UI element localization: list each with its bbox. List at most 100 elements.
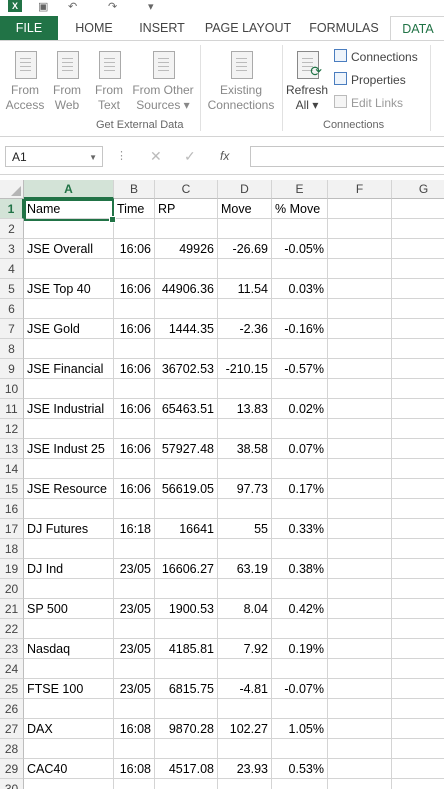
formula-bar-handle[interactable]: ⋮ (116, 150, 127, 162)
existing-connections-button[interactable]: Existing Connections (204, 49, 278, 113)
cell-e23[interactable]: 0.19% (272, 639, 328, 659)
cell-d16[interactable] (218, 499, 272, 519)
from-text-button[interactable]: From Text (90, 49, 128, 113)
column-header-f[interactable]: F (328, 180, 392, 199)
cell-d10[interactable] (218, 379, 272, 399)
cell-e8[interactable] (272, 339, 328, 359)
row-header-23[interactable]: 23 (0, 639, 24, 659)
cell-f23[interactable] (328, 639, 392, 659)
cell-b21[interactable]: 23/05 (114, 599, 155, 619)
row-header-30[interactable]: 30 (0, 779, 24, 789)
cell-f5[interactable] (328, 279, 392, 299)
cell-g24[interactable] (392, 659, 444, 679)
cell-g12[interactable] (392, 419, 444, 439)
cell-g7[interactable] (392, 319, 444, 339)
cell-b12[interactable] (114, 419, 155, 439)
cell-a28[interactable] (24, 739, 114, 759)
cell-a30[interactable] (24, 779, 114, 789)
cell-e25[interactable]: -0.07% (272, 679, 328, 699)
cell-d23[interactable]: 7.92 (218, 639, 272, 659)
cell-g15[interactable] (392, 479, 444, 499)
row-header-20[interactable]: 20 (0, 579, 24, 599)
cell-c5[interactable]: 44906.36 (155, 279, 218, 299)
cell-f2[interactable] (328, 219, 392, 239)
cell-b30[interactable] (114, 779, 155, 789)
cell-f11[interactable] (328, 399, 392, 419)
cell-b16[interactable] (114, 499, 155, 519)
column-header-g[interactable]: G (392, 180, 444, 199)
cell-c18[interactable] (155, 539, 218, 559)
from-access-button[interactable]: From Access (4, 49, 46, 113)
cell-c19[interactable]: 16606.27 (155, 559, 218, 579)
row-header-27[interactable]: 27 (0, 719, 24, 739)
row-header-6[interactable]: 6 (0, 299, 24, 319)
cell-c3[interactable]: 49926 (155, 239, 218, 259)
cell-d12[interactable] (218, 419, 272, 439)
row-header-10[interactable]: 10 (0, 379, 24, 399)
cell-g14[interactable] (392, 459, 444, 479)
cell-g13[interactable] (392, 439, 444, 459)
cell-c15[interactable]: 56619.05 (155, 479, 218, 499)
cell-a27[interactable]: DAX (24, 719, 114, 739)
row-header-22[interactable]: 22 (0, 619, 24, 639)
cell-f24[interactable] (328, 659, 392, 679)
cell-g6[interactable] (392, 299, 444, 319)
select-all-corner[interactable] (0, 180, 24, 199)
row-header-21[interactable]: 21 (0, 599, 24, 619)
from-other-sources-button[interactable]: From Other Sources ▾ (130, 49, 196, 113)
cell-e4[interactable] (272, 259, 328, 279)
cell-d28[interactable] (218, 739, 272, 759)
cell-g19[interactable] (392, 559, 444, 579)
cell-f9[interactable] (328, 359, 392, 379)
cell-e24[interactable] (272, 659, 328, 679)
column-header-d[interactable]: D (218, 180, 272, 199)
cell-d26[interactable] (218, 699, 272, 719)
cell-f8[interactable] (328, 339, 392, 359)
cell-a22[interactable] (24, 619, 114, 639)
cell-c24[interactable] (155, 659, 218, 679)
cell-f4[interactable] (328, 259, 392, 279)
row-header-15[interactable]: 15 (0, 479, 24, 499)
cell-a5[interactable]: JSE Top 40 (24, 279, 114, 299)
cell-a8[interactable] (24, 339, 114, 359)
insert-function-icon[interactable]: fx (220, 149, 230, 163)
cell-c22[interactable] (155, 619, 218, 639)
cell-a6[interactable] (24, 299, 114, 319)
cell-a9[interactable]: JSE Financial (24, 359, 114, 379)
cell-d11[interactable]: 13.83 (218, 399, 272, 419)
cell-g21[interactable] (392, 599, 444, 619)
cell-f14[interactable] (328, 459, 392, 479)
cell-e3[interactable]: -0.05% (272, 239, 328, 259)
customize-qat-icon[interactable]: ▾ (148, 1, 154, 13)
cell-f6[interactable] (328, 299, 392, 319)
cell-g28[interactable] (392, 739, 444, 759)
cell-b27[interactable]: 16:08 (114, 719, 155, 739)
cell-g29[interactable] (392, 759, 444, 779)
cell-c26[interactable] (155, 699, 218, 719)
cell-b2[interactable] (114, 219, 155, 239)
cell-f19[interactable] (328, 559, 392, 579)
cell-b4[interactable] (114, 259, 155, 279)
cell-d7[interactable]: -2.36 (218, 319, 272, 339)
cell-f15[interactable] (328, 479, 392, 499)
cell-d15[interactable]: 97.73 (218, 479, 272, 499)
enter-icon[interactable]: ✓ (184, 148, 196, 164)
cell-g10[interactable] (392, 379, 444, 399)
cell-d13[interactable]: 38.58 (218, 439, 272, 459)
cell-b17[interactable]: 16:18 (114, 519, 155, 539)
cell-c4[interactable] (155, 259, 218, 279)
cell-a13[interactable]: JSE Indust 25 (24, 439, 114, 459)
cell-d21[interactable]: 8.04 (218, 599, 272, 619)
tab-insert[interactable]: INSERT (139, 21, 185, 35)
cell-b9[interactable]: 16:06 (114, 359, 155, 379)
row-header-19[interactable]: 19 (0, 559, 24, 579)
cell-e27[interactable]: 1.05% (272, 719, 328, 739)
cell-e5[interactable]: 0.03% (272, 279, 328, 299)
cell-d14[interactable] (218, 459, 272, 479)
row-header-9[interactable]: 9 (0, 359, 24, 379)
cell-g1[interactable] (392, 199, 444, 219)
cell-a15[interactable]: JSE Resource (24, 479, 114, 499)
cell-d2[interactable] (218, 219, 272, 239)
cell-f29[interactable] (328, 759, 392, 779)
cell-f18[interactable] (328, 539, 392, 559)
